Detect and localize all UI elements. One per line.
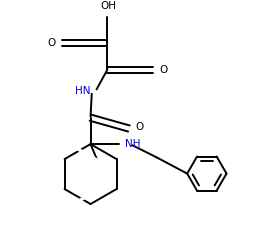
Text: O: O	[48, 38, 56, 48]
Text: NH: NH	[125, 139, 141, 149]
Text: HN: HN	[75, 86, 91, 96]
Text: O: O	[159, 65, 167, 75]
Text: O: O	[135, 122, 143, 132]
Text: OH: OH	[101, 1, 117, 11]
